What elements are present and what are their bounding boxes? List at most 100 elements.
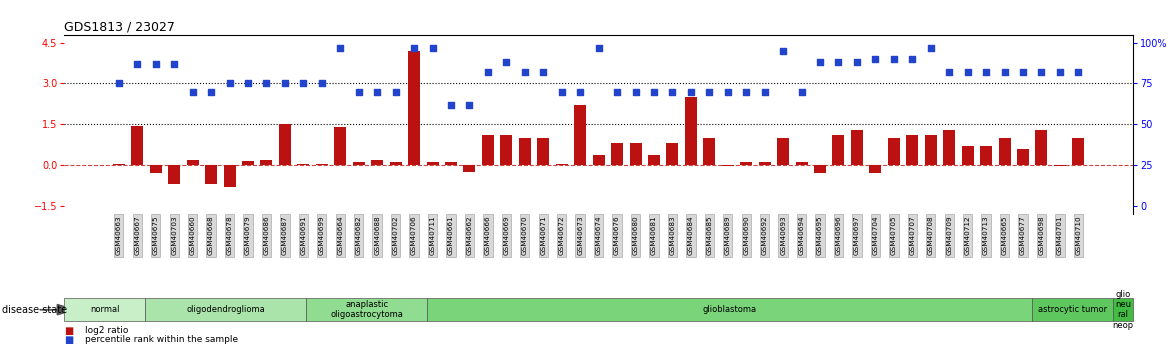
Text: GDS1813 / 23027: GDS1813 / 23027 <box>64 20 175 33</box>
Point <box>626 89 645 94</box>
Point <box>368 89 387 94</box>
Text: ■: ■ <box>64 326 74 335</box>
Point <box>552 89 571 94</box>
Point <box>829 59 848 65</box>
Bar <box>150 165 161 173</box>
Point <box>663 89 682 94</box>
Point <box>202 89 221 94</box>
Bar <box>592 156 605 165</box>
Point <box>884 56 903 62</box>
Point <box>257 81 276 86</box>
Point <box>756 89 774 94</box>
Point <box>792 89 811 94</box>
Point <box>423 45 442 50</box>
Point <box>515 69 534 75</box>
Text: percentile rank within the sample: percentile rank within the sample <box>85 335 238 344</box>
Bar <box>1017 149 1029 165</box>
Point <box>479 69 498 75</box>
Bar <box>722 165 734 166</box>
Point <box>110 81 128 86</box>
Bar <box>390 162 402 165</box>
Bar <box>482 135 494 165</box>
Bar <box>795 162 807 165</box>
Text: oligodendroglioma: oligodendroglioma <box>186 305 265 314</box>
Bar <box>667 143 679 165</box>
Text: astrocytic tumor: astrocytic tumor <box>1038 305 1107 314</box>
Point <box>146 61 165 67</box>
Point <box>1033 69 1051 75</box>
Point <box>681 89 700 94</box>
Text: disease state: disease state <box>2 305 68 315</box>
Bar <box>537 138 549 165</box>
Text: anaplastic
oligoastrocytoma: anaplastic oligoastrocytoma <box>331 300 403 319</box>
Point <box>922 45 940 50</box>
Point <box>183 89 202 94</box>
Point <box>276 81 294 86</box>
Point <box>645 89 663 94</box>
Point <box>903 56 922 62</box>
Point <box>700 89 718 94</box>
Point <box>294 81 313 86</box>
Point <box>976 69 995 75</box>
Point <box>607 89 626 94</box>
Point <box>718 89 737 94</box>
Bar <box>869 165 882 173</box>
Point <box>534 69 552 75</box>
Bar <box>851 130 863 165</box>
Bar <box>944 130 955 165</box>
Bar <box>131 126 144 165</box>
Bar <box>464 165 475 172</box>
Bar <box>298 164 310 165</box>
Bar <box>315 164 328 165</box>
Point <box>331 45 349 50</box>
Bar <box>925 135 937 165</box>
Bar <box>777 138 790 165</box>
Bar <box>961 146 974 165</box>
Bar <box>426 162 438 165</box>
Bar <box>703 138 715 165</box>
Point <box>811 59 829 65</box>
Bar <box>408 51 420 165</box>
Bar <box>223 165 236 187</box>
Point <box>238 81 257 86</box>
Bar <box>500 135 513 165</box>
Point <box>773 48 792 53</box>
Bar <box>371 159 383 165</box>
Point <box>958 69 976 75</box>
Point <box>460 102 479 107</box>
Bar <box>611 143 623 165</box>
Point <box>571 89 590 94</box>
Bar <box>1054 165 1066 166</box>
Bar <box>260 159 272 165</box>
Bar <box>759 162 771 165</box>
Point <box>128 61 147 67</box>
Bar <box>741 162 752 165</box>
Point <box>1069 69 1087 75</box>
Point <box>865 56 884 62</box>
Point <box>349 89 368 94</box>
Text: log2 ratio: log2 ratio <box>85 326 128 335</box>
Bar <box>980 146 992 165</box>
Point <box>848 59 867 65</box>
Bar <box>206 165 217 184</box>
Bar <box>242 161 253 165</box>
Bar <box>648 156 660 165</box>
Point <box>221 81 239 86</box>
Bar <box>556 164 568 165</box>
Text: glio
neu
ral
neop: glio neu ral neop <box>1112 289 1133 330</box>
Bar <box>814 165 826 173</box>
Point <box>405 45 424 50</box>
Bar <box>168 165 180 184</box>
Bar <box>113 164 125 165</box>
Bar <box>999 138 1010 165</box>
Bar <box>888 138 899 165</box>
Bar <box>334 127 346 165</box>
Bar <box>575 105 586 165</box>
Bar <box>630 143 641 165</box>
Point <box>387 89 405 94</box>
Point <box>940 69 959 75</box>
Point <box>165 61 183 67</box>
Point <box>995 69 1014 75</box>
Point <box>498 59 516 65</box>
Bar <box>279 124 291 165</box>
